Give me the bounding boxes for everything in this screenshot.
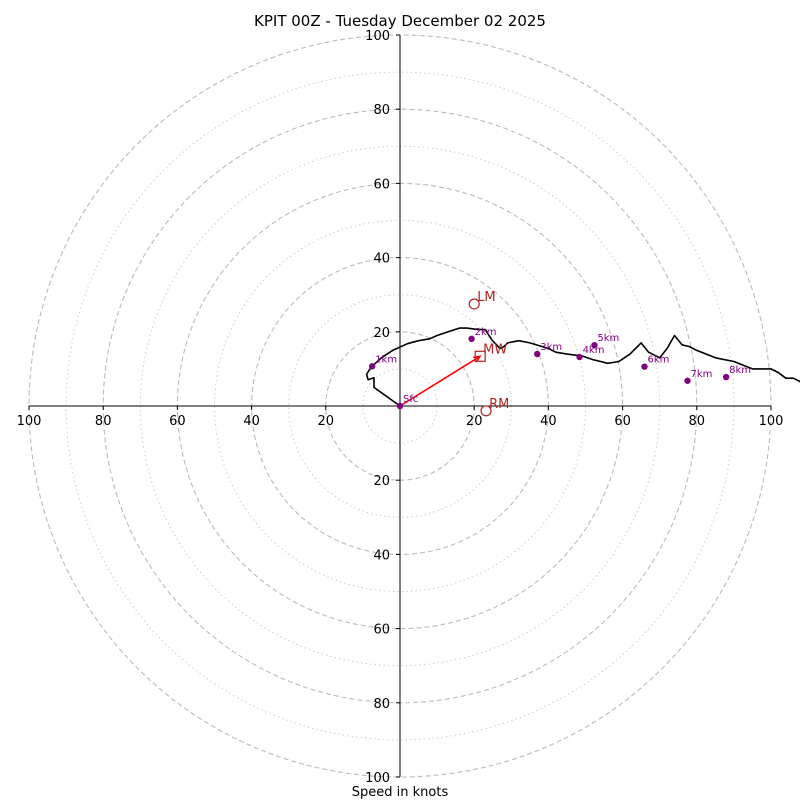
- storm-motion-mw: [474, 350, 486, 362]
- y-tick-label: 20: [373, 474, 390, 489]
- height-label-4km: 4km: [583, 345, 605, 356]
- height-label-5km: 5km: [597, 333, 619, 344]
- storm-motion-lm: [468, 298, 480, 310]
- y-tick-label: 100: [365, 29, 390, 44]
- y-tick-label: 60: [373, 177, 390, 192]
- y-tick-label: 80: [373, 697, 390, 712]
- storm-motion-rm: [480, 405, 492, 417]
- x-tick-label: 20: [466, 414, 483, 429]
- storm-motions: LM MW RM: [468, 290, 509, 417]
- x-tick-label: 40: [243, 414, 260, 429]
- storm-motion-label-rm: RM: [489, 397, 509, 412]
- y-tick-label: 100: [365, 771, 390, 786]
- tick-labels: 100 80 60 40 20 20 40 60 80 100 20 40 60 80 100 20 40 60 8…: [17, 29, 784, 786]
- height-label-1km: 1km: [375, 354, 397, 365]
- height-label-8km: 8km: [729, 365, 751, 376]
- y-tick-label: 20: [373, 326, 390, 341]
- wind-profile-line: [365, 327, 800, 407]
- height-marker-6km: [641, 363, 648, 370]
- height-marker-1km: [368, 363, 376, 370]
- x-tick-label: 100: [759, 414, 784, 429]
- height-marker-8km: [722, 373, 730, 381]
- y-tick-label: 80: [373, 103, 390, 118]
- y-tick-label: 40: [373, 548, 390, 563]
- x-tick-label: 40: [540, 414, 557, 429]
- x-tick-label: 20: [318, 414, 335, 429]
- x-axis-label: Speed in knots: [352, 785, 449, 800]
- height-marker-Sfc: [396, 402, 404, 410]
- height-marker-2km: [468, 335, 475, 343]
- height-label-3km: 3km: [540, 342, 562, 353]
- height-label-6km: 6km: [647, 355, 669, 366]
- x-tick-label: 60: [169, 414, 186, 429]
- x-tick-label: 80: [95, 414, 112, 429]
- height-marker-4km: [576, 353, 583, 361]
- height-label-Sfc: Sfc: [403, 394, 418, 405]
- height-label-7km: 7km: [691, 369, 713, 380]
- height-marker-3km: [534, 350, 541, 358]
- storm-motion-label-lm: LM: [477, 290, 495, 305]
- height-marker-5km: [591, 341, 598, 349]
- y-tick-label: 40: [373, 252, 390, 267]
- mean-wind-vector: [399, 355, 481, 407]
- y-tick-label: 60: [373, 623, 390, 638]
- height-label-2km: 2km: [475, 327, 497, 338]
- x-tick-label: 100: [17, 414, 42, 429]
- x-tick-label: 60: [614, 414, 631, 429]
- storm-motion-label-mw: MW: [483, 342, 507, 357]
- chart-title: KPIT 00Z - Tuesday December 02 2025: [254, 12, 546, 30]
- height-marker-7km: [684, 377, 691, 384]
- x-tick-label: 80: [689, 414, 706, 429]
